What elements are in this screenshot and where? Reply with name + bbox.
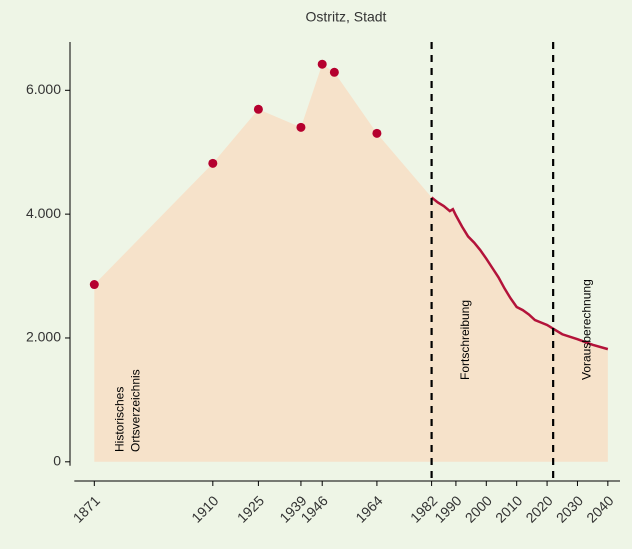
x-tick-label: 1990 [431, 492, 464, 525]
section-annotation: Vorausberechnung [579, 279, 593, 380]
data-point [372, 128, 382, 138]
x-tick-label: 2000 [462, 492, 495, 525]
y-tick-label: 6.000 [26, 81, 61, 97]
data-point [329, 67, 339, 77]
x-tick-label: 1964 [352, 492, 385, 525]
data-point [89, 280, 99, 290]
section-annotation: Fortschreibung [458, 300, 472, 380]
x-tick-label: 2010 [492, 492, 525, 525]
x-tick-label: 1925 [234, 492, 267, 525]
x-tick-label: 2030 [553, 492, 586, 525]
data-point [208, 158, 218, 168]
x-tick-label: 2020 [522, 492, 555, 525]
data-point [253, 104, 263, 114]
y-tick-label: 2.000 [26, 329, 61, 345]
data-point [296, 122, 306, 132]
section-annotation: Historisches [112, 387, 126, 452]
data-point [317, 59, 327, 69]
x-tick-label: 1910 [188, 492, 221, 525]
chart-title: Ostritz, Stadt [306, 9, 387, 25]
y-tick-label: 0 [53, 453, 61, 469]
area [94, 64, 608, 462]
x-tick-label: 2040 [583, 492, 616, 525]
y-tick-label: 4.000 [26, 205, 61, 221]
x-tick-label: 1871 [70, 492, 103, 525]
section-annotation: Ortsverzeichnis [128, 369, 142, 452]
